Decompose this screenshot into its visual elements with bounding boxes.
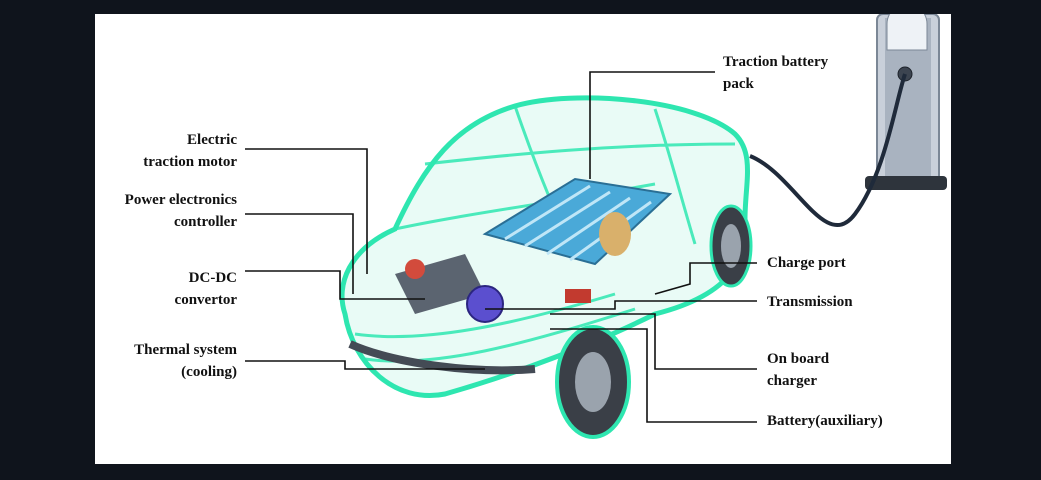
label-thermal-line2: (cooling) [181, 364, 237, 380]
label-transmission: Transmission [767, 291, 853, 313]
label-transmission-text: Transmission [767, 294, 853, 310]
battery-pack [482, 177, 673, 266]
leader-lines [245, 71, 757, 423]
label-thermal-line1: Thermal system [134, 342, 237, 358]
leader-onboard-charger [550, 313, 757, 370]
label-traction-motor-line2: traction motor [143, 154, 237, 170]
leader-transmission [485, 300, 757, 310]
label-traction-battery-line1: Traction battery [723, 54, 829, 70]
label-charge-port: Charge port [767, 252, 846, 274]
label-thermal: Thermal system (cooling) [134, 339, 237, 383]
label-onboard-charger: On board charger [767, 348, 829, 392]
label-aux-battery-text: Battery(auxiliary) [767, 413, 883, 429]
leader-traction-battery [589, 71, 715, 179]
label-traction-battery: Traction battery pack [723, 51, 828, 95]
label-power-electronics: Power electronics controller [125, 189, 237, 233]
label-traction-motor: Electric traction motor [143, 129, 237, 173]
ev-illustration [245, 14, 947, 439]
label-traction-motor-line1: Electric [187, 132, 237, 148]
leader-dcdc [245, 270, 425, 300]
label-charge-port-text: Charge port [767, 255, 846, 271]
leader-aux-battery [550, 328, 757, 423]
diagram-panel: Traction battery pack Electric traction … [95, 14, 951, 464]
label-power-electronics-line1: Power electronics [124, 192, 237, 208]
label-aux-battery: Battery(auxiliary) [767, 410, 883, 432]
label-onboard-charger-line1: On board [767, 351, 830, 367]
leader-thermal [245, 360, 485, 370]
leader-traction-motor [245, 148, 368, 274]
label-dcdc: DC-DC convertor [175, 267, 237, 311]
leader-power-electronics [245, 213, 354, 294]
charging-station [749, 14, 947, 227]
leader-charge-port [654, 262, 757, 295]
label-dcdc-line2: convertor [174, 292, 237, 308]
label-dcdc-line1: DC-DC [188, 270, 237, 286]
label-traction-battery-line2: pack [723, 76, 754, 92]
label-power-electronics-line2: controller [173, 214, 237, 230]
label-onboard-charger-line2: charger [767, 373, 817, 389]
